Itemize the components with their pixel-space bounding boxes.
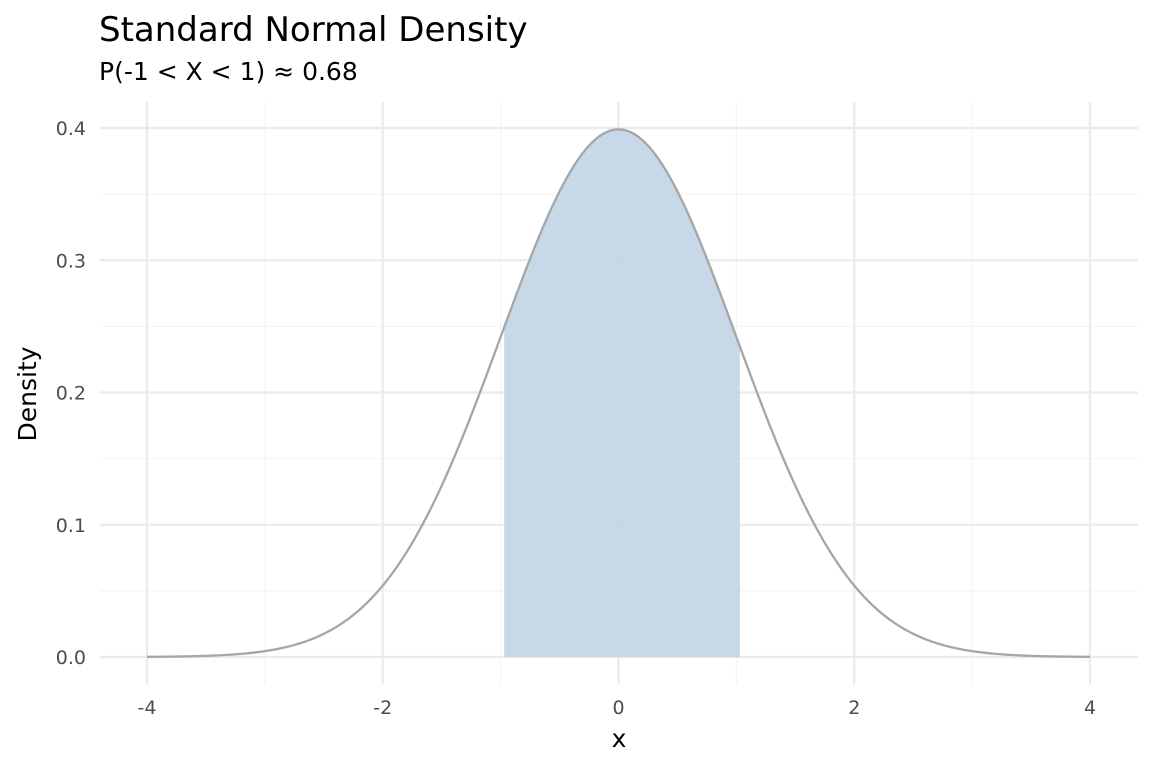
y-axis-title: Density — [13, 346, 42, 441]
y-tick-label: 0.3 — [56, 250, 86, 272]
y-tick-label: 0.0 — [56, 647, 86, 669]
x-tick-label: 4 — [1084, 697, 1096, 719]
y-tick-label: 0.4 — [56, 118, 86, 140]
chart-title: Standard Normal Density — [99, 10, 528, 50]
x-tick-label: 0 — [612, 697, 624, 719]
x-axis-ticks: -4 -2 0 2 4 — [138, 697, 1097, 719]
density-curve — [146, 128, 1091, 658]
y-tick-label: 0.1 — [56, 515, 86, 537]
shaded-area — [504, 129, 740, 657]
x-axis-title: x — [612, 724, 627, 753]
x-tick-label: -4 — [138, 697, 157, 719]
chart-subtitle: P(-1 < X < 1) ≈ 0.68 — [99, 57, 358, 86]
y-axis-ticks: 0.0 0.1 0.2 0.3 0.4 — [56, 118, 86, 669]
x-tick-label: 2 — [848, 697, 860, 719]
x-tick-label: -2 — [373, 697, 392, 719]
y-tick-label: 0.2 — [56, 383, 86, 405]
